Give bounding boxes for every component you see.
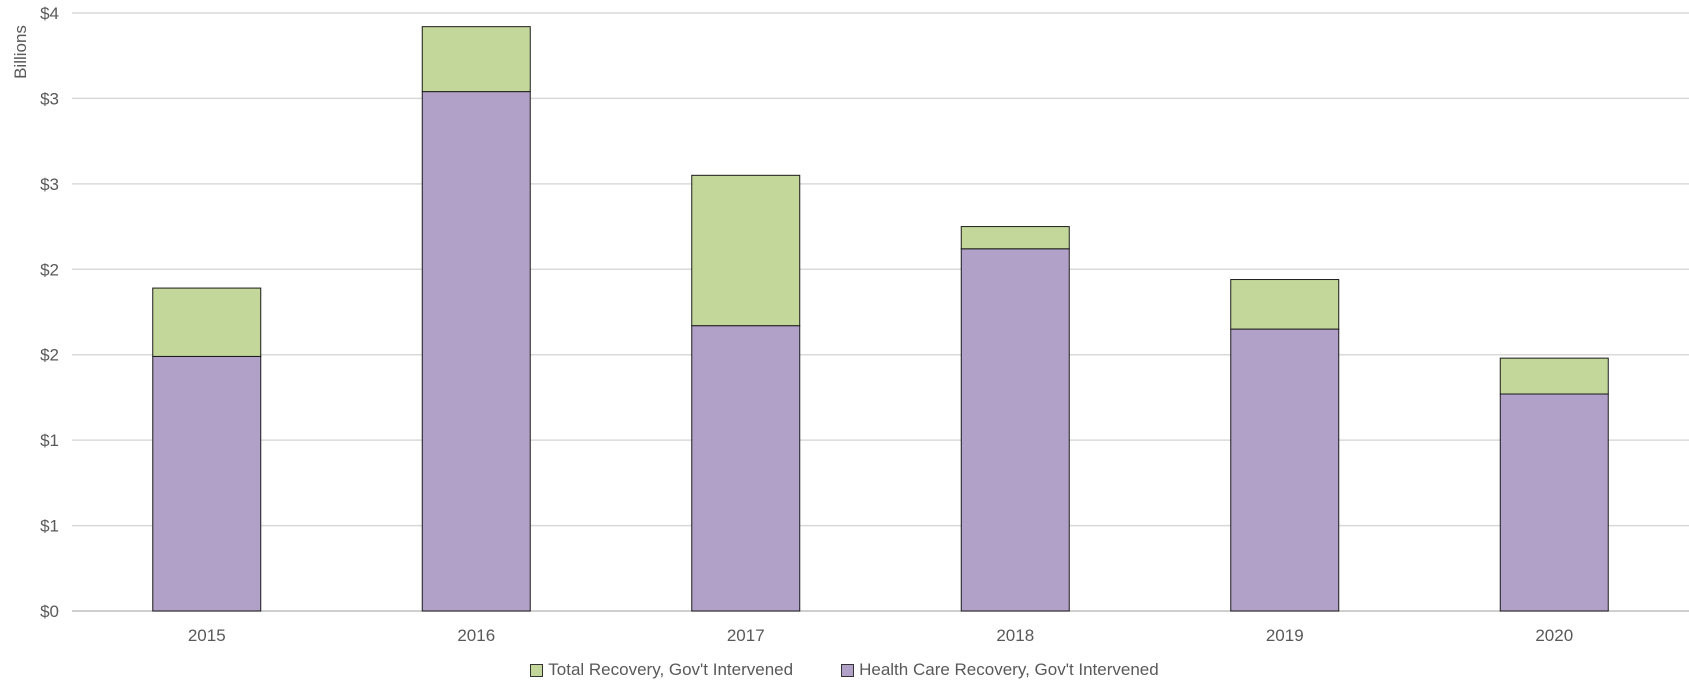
bar-segment xyxy=(691,325,801,612)
y-tick-label: $3 xyxy=(40,89,59,108)
bar-segment xyxy=(421,91,531,612)
x-tick-label: 2017 xyxy=(727,626,765,645)
bar-segment xyxy=(152,287,262,357)
y-tick-label: $4 xyxy=(40,4,59,23)
legend-label-health-care-recovery: Health Care Recovery, Gov't Intervened xyxy=(859,660,1159,679)
legend-item-total-recovery: Total Recovery, Gov't Intervened xyxy=(530,660,793,680)
y-axis-title: Billions xyxy=(11,25,30,79)
bar-segment xyxy=(1499,393,1609,612)
bar-segment xyxy=(960,226,1070,250)
y-tick-label: $3 xyxy=(40,175,59,194)
x-tick-label: 2015 xyxy=(188,626,226,645)
y-tick-label: $1 xyxy=(40,431,59,450)
legend: Total Recovery, Gov't Intervened Health … xyxy=(0,660,1689,680)
legend-label-total-recovery: Total Recovery, Gov't Intervened xyxy=(548,660,794,679)
x-tick-label: 2018 xyxy=(996,626,1034,645)
bar-segment xyxy=(152,355,262,612)
x-tick-label: 2020 xyxy=(1535,626,1573,645)
x-tick-label: 2016 xyxy=(457,626,495,645)
legend-swatch-health-care-recovery xyxy=(841,663,855,677)
y-tick-label: $1 xyxy=(40,517,59,536)
legend-item-health-care-recovery: Health Care Recovery, Gov't Intervened xyxy=(841,660,1159,680)
y-tick-label: $2 xyxy=(40,346,59,365)
x-tick-label: 2019 xyxy=(1266,626,1304,645)
legend-swatch-total-recovery xyxy=(530,663,544,677)
bar-segment xyxy=(1499,357,1609,395)
bar-segment xyxy=(1230,279,1340,330)
bar-segment xyxy=(960,248,1070,612)
bar-segment xyxy=(421,26,531,93)
bar-segment xyxy=(691,174,801,327)
y-tick-label: $2 xyxy=(40,260,59,279)
bar-segment xyxy=(1230,328,1340,612)
y-tick-label: $0 xyxy=(40,602,59,621)
